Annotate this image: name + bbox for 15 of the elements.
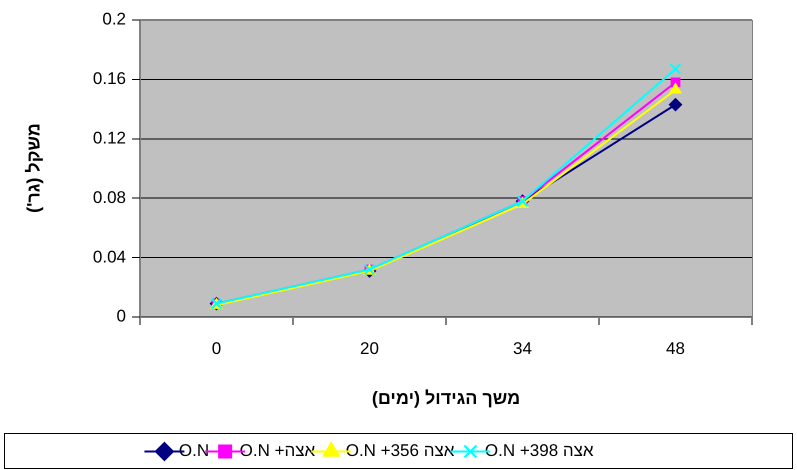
y-tick-label: 0 [116,306,126,326]
y-tick-label: 0.04 [92,247,126,266]
x-axis-title: משך הגידול (ימים) [372,388,520,409]
y-tick-label: 0.12 [92,128,126,148]
legend-label: O.N +356 אצה [346,441,455,460]
x-tick-label: 34 [513,338,532,358]
y-tick-label: 0.08 [92,188,126,207]
legend-label: O.N +אצה [240,441,316,460]
y-tick-label: 0.16 [92,69,126,88]
x-tick-label: 20 [360,338,379,358]
y-axis-title: משקל (גר') [24,123,44,213]
y-tick-label: 0.2 [102,10,126,29]
legend-label: O.N +398 אצה [484,441,594,460]
x-tick-label: 48 [666,338,685,358]
x-tick-label: 0 [212,338,222,358]
